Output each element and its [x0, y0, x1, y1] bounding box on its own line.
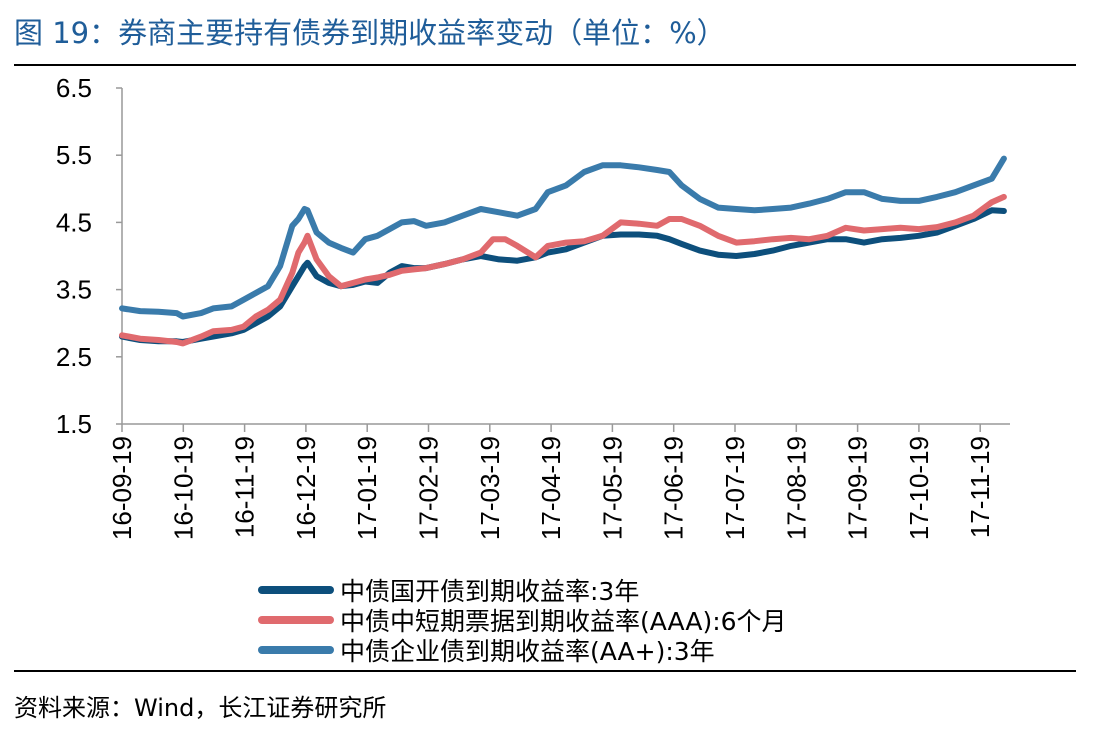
y-tick-label: 3.5	[56, 275, 92, 305]
x-tick-label: 16-09-19	[107, 436, 137, 540]
x-tick-label: 17-03-19	[475, 436, 505, 540]
y-tick-label: 4.5	[56, 207, 92, 237]
top-rule	[14, 64, 1076, 66]
x-tick-label: 17-11-19	[965, 436, 995, 538]
x-tick-label: 17-07-19	[720, 436, 750, 540]
x-tick-label: 17-09-19	[843, 436, 873, 540]
legend-label-mtn-aaa-6m: 中债中短期票据到期收益率(AAA):6个月	[340, 607, 787, 636]
legend-swatch-mtn-aaa-6m	[258, 616, 334, 624]
x-tick-label: 17-04-19	[536, 436, 566, 540]
y-tick-label: 1.5	[56, 409, 92, 439]
x-tick-label: 17-02-19	[414, 436, 444, 540]
x-tick-label: 16-12-19	[291, 436, 321, 540]
x-tick-label: 16-11-19	[230, 436, 260, 538]
series-line-mtn-aaa-6m	[119, 193, 1007, 347]
x-tick-label: 17-06-19	[659, 436, 689, 540]
legend-label-corp-aaplus-3y: 中债企业债到期收益率(AA+):3年	[340, 637, 715, 666]
y-tick-label: 6.5	[56, 73, 92, 103]
source-note: 资料来源：Wind，长江证券研究所	[14, 694, 387, 722]
legend-item-corp-aaplus-3y: 中债企业债到期收益率(AA+):3年	[258, 635, 787, 666]
x-tick-label: 17-05-19	[597, 436, 627, 540]
chart-legend: 中债国开债到期收益率:3年 中债中短期票据到期收益率(AAA):6个月 中债企业…	[258, 575, 787, 666]
legend-item-mtn-aaa-6m: 中债中短期票据到期收益率(AAA):6个月	[258, 605, 787, 636]
legend-swatch-cdb-3y	[258, 586, 334, 594]
legend-label-cdb-3y: 中债国开债到期收益率:3年	[340, 577, 640, 606]
y-tick-label: 2.5	[56, 342, 92, 372]
x-tick-label: 17-10-19	[904, 436, 934, 540]
series-line-corp-aaplus-3y	[119, 155, 1007, 320]
figure-title: 图 19：券商主要持有债券到期收益率变动（单位：%）	[14, 16, 726, 50]
bottom-rule	[14, 670, 1076, 672]
legend-swatch-corp-aaplus-3y	[258, 646, 334, 654]
x-tick-label: 17-01-19	[352, 436, 382, 540]
y-tick-label: 5.5	[56, 140, 92, 170]
x-tick-label: 17-08-19	[781, 436, 811, 540]
legend-item-cdb-3y: 中债国开债到期收益率:3年	[258, 575, 787, 606]
series-line-cdb-3y	[119, 207, 1007, 345]
x-tick-label: 16-10-19	[168, 436, 198, 540]
